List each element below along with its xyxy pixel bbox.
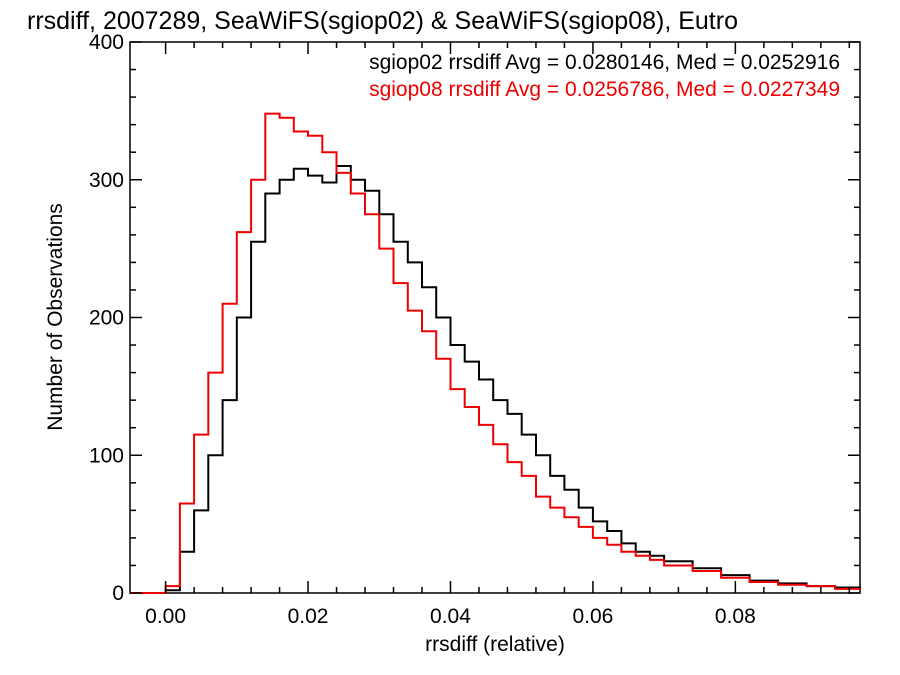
x-axis-label: rrsdiff (relative) xyxy=(425,633,565,656)
x-tick-label: 0.06 xyxy=(572,605,613,628)
x-tick-label: 0.00 xyxy=(145,605,186,628)
legend: sgiop02 rrsdiff Avg = 0.0280146, Med = 0… xyxy=(369,51,840,101)
y-tick-label: 100 xyxy=(89,444,124,467)
series-line-0 xyxy=(130,165,861,594)
chart-title: rrsdiff, 2007289, SeaWiFS(sgiop02) & Sea… xyxy=(27,7,738,35)
tick-layer: 0.00 0.02 0.04 0.06 0.08 0 100 200 300 400 xyxy=(89,31,860,628)
y-axis-label: Number of Observations xyxy=(44,203,67,431)
x-tick-label: 0.08 xyxy=(715,605,756,628)
y-tick-label: 0 xyxy=(112,582,124,605)
y-tick-label: 300 xyxy=(89,169,124,192)
legend-entry-sgiop08: sgiop08 rrsdiff Avg = 0.0256786, Med = 0… xyxy=(369,78,840,101)
x-tick-label: 0.02 xyxy=(288,605,329,628)
series-layer xyxy=(130,112,861,594)
series-line-1 xyxy=(130,112,861,594)
y-tick-label: 200 xyxy=(89,307,124,330)
y-tick-label: 400 xyxy=(89,31,124,54)
x-tick-label: 0.04 xyxy=(430,605,471,628)
legend-entry-sgiop02: sgiop02 rrsdiff Avg = 0.0280146, Med = 0… xyxy=(369,51,840,74)
